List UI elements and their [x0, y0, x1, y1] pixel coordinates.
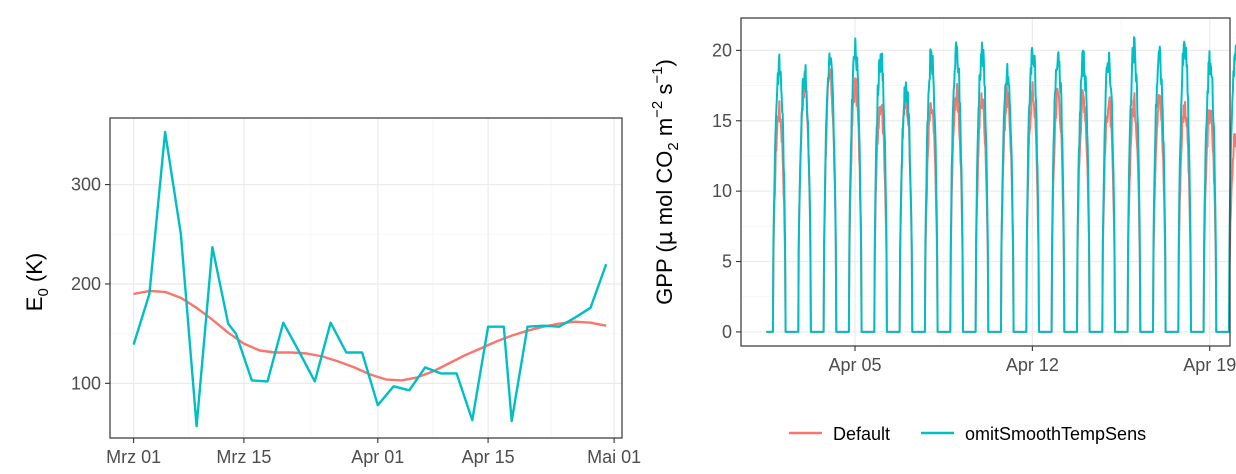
legend-label-default: Default [833, 424, 890, 444]
left-panel-background [110, 118, 622, 438]
right-y-tick-label: 20 [712, 40, 732, 60]
left-x-tick-label: Apr 01 [351, 447, 404, 467]
right-x-tick-label: Apr 12 [1006, 355, 1059, 375]
legend: Default omitSmoothTempSens [789, 424, 1146, 444]
left-x-tick-label: Mai 01 [587, 447, 641, 467]
left-x-tick-label: Mrz 01 [106, 447, 161, 467]
left-gridlines [110, 118, 622, 438]
right-panel-border [740, 17, 1231, 347]
left-y-axis-title: E0 (K) [22, 253, 52, 311]
left-y-tick-label: 100 [71, 373, 101, 393]
left-x-tick-label: Mrz 15 [216, 447, 271, 467]
left-chart: 100 200 300 Mrz 01 Mrz 15 Apr 01 Apr 15 Mai 01… [22, 117, 641, 467]
right-series-omit [766, 36, 1236, 333]
right-series-lines [766, 36, 1236, 333]
right-y-axis-title-s: s [652, 84, 677, 101]
right-y-axis-title-mu: µ [653, 231, 678, 245]
left-series-omit [132, 130, 608, 428]
right-y-axis-title-sup-s: −1 [649, 66, 666, 83]
left-y-axis-title-sub: 0 [35, 288, 52, 296]
right-y-tick-label: 0 [722, 322, 732, 342]
left-x-axis-ticks: Mrz 01 Mrz 15 Apr 01 Apr 15 Mai 01 [106, 438, 641, 467]
right-y-axis-title-m: m [652, 118, 677, 142]
left-panel-border [109, 117, 623, 439]
right-x-tick-label: Apr 05 [828, 355, 881, 375]
right-y-axis-title-close: ) [652, 59, 677, 66]
left-y-tick-label: 200 [71, 274, 101, 294]
right-y-tick-label: 5 [722, 252, 732, 272]
left-y-axis-title-unit: (K) [22, 253, 47, 288]
left-y-axis-title-main: E [22, 297, 47, 312]
left-series-lines [132, 130, 608, 428]
right-y-axis-title-mid: mol CO [652, 151, 677, 232]
right-x-axis-ticks: Apr 05 Apr 12 Apr 19 [828, 346, 1236, 375]
left-y-tick-label: 300 [71, 175, 101, 195]
right-y-axis-title-pre: GPP ( [652, 245, 677, 305]
right-y-axis-title: GPP (µ mol CO2 m−2 s−1) [649, 59, 682, 305]
right-y-tick-label: 10 [712, 181, 732, 201]
right-y-axis-title-sub: 2 [665, 142, 682, 150]
right-y-axis-title-sup-m: −2 [649, 101, 666, 118]
right-y-axis-ticks: 0 5 10 15 20 [712, 40, 741, 342]
legend-label-omit: omitSmoothTempSens [965, 424, 1146, 444]
right-chart: 0 5 10 15 20 Apr 05 Apr 12 Apr 19 GPP (µ mol C… [649, 17, 1236, 375]
right-x-tick-label: Apr 19 [1183, 355, 1236, 375]
left-x-tick-label: Apr 15 [462, 447, 515, 467]
left-y-axis-ticks: 100 200 300 [71, 175, 110, 393]
right-y-tick-label: 15 [712, 111, 732, 131]
